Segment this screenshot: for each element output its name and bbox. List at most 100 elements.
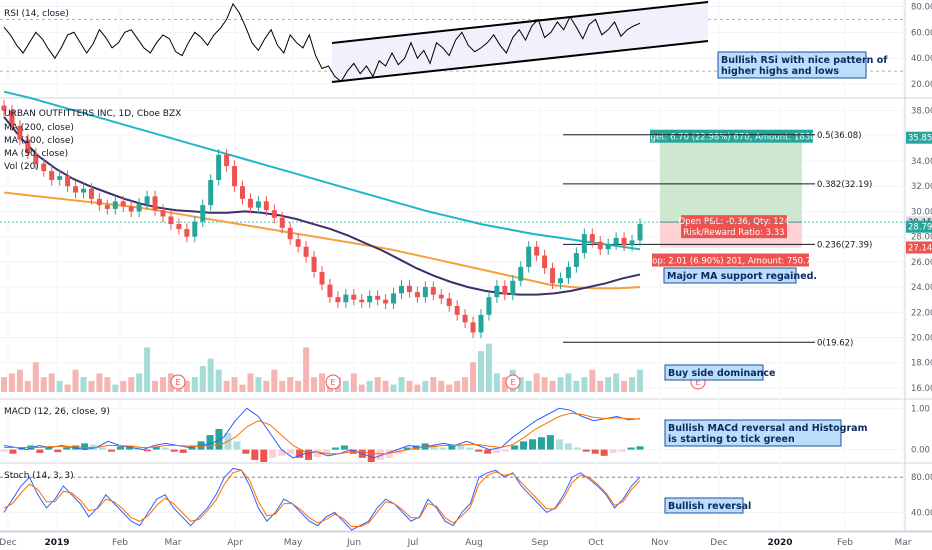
candle-body (351, 294, 357, 300)
volume-bar (231, 377, 238, 392)
x-tick-label: Jul (407, 538, 419, 548)
volume-bar (342, 380, 349, 392)
candle-body (589, 234, 595, 242)
macd-histogram-bar (331, 447, 339, 450)
volume-bar (128, 377, 135, 392)
macd-histogram-bar (564, 443, 572, 450)
macd-histogram-bar (493, 449, 501, 453)
volume-bar (438, 380, 445, 392)
macd-histogram-bar (600, 449, 608, 456)
candle-body (65, 176, 71, 187)
macd-histogram-bar (618, 449, 626, 452)
macd-histogram-bar (81, 443, 89, 450)
macd-line (3, 407, 641, 459)
volume-bar (88, 380, 95, 392)
volume-bar (8, 373, 15, 392)
y-tick-label: 20.00 (911, 80, 932, 90)
volume-bar (565, 373, 572, 392)
macd-histogram-bar (385, 449, 393, 458)
stoch-title: Stoch (14, 3, 3) (4, 471, 74, 481)
candle-body (271, 210, 277, 218)
volume-bar (112, 384, 119, 392)
macd-histogram-bar (367, 449, 375, 462)
macd-histogram-bar (376, 449, 384, 460)
stop-label-bg (652, 253, 809, 267)
macd-note-text: Bullish MACd reversal and Histogram (668, 423, 868, 434)
price-tag-label: 27.14 (908, 243, 932, 253)
volume-bar (525, 380, 532, 392)
candle-body (120, 201, 126, 207)
candle-body (33, 153, 39, 164)
x-tick-label: Nov (651, 538, 669, 548)
rsi-channel-upper (331, 1, 709, 44)
candle-body (247, 198, 253, 208)
macd-histogram-bar (278, 449, 286, 456)
volume-bar (374, 377, 381, 392)
candle-body (176, 224, 182, 230)
y-tick-label: 32.00 (911, 182, 932, 192)
x-tick-label: Dec (710, 538, 727, 548)
macd-histogram-bar (529, 439, 537, 450)
y-tick-label: 1.00 (911, 404, 930, 414)
volume-bar (358, 384, 365, 392)
candle-body (41, 163, 47, 172)
earnings-marker-label: E (510, 378, 515, 387)
y-tick-label: 22.00 (911, 308, 932, 318)
macd-histogram-bar (555, 439, 563, 450)
macd-histogram-bar (340, 445, 348, 450)
volume-bar (613, 373, 620, 392)
x-tick-label: Feb (112, 538, 128, 548)
candle-body (367, 295, 373, 303)
earnings-marker (325, 374, 341, 390)
macd-histogram-bar (170, 449, 178, 452)
candle-body (629, 240, 635, 246)
candle-body (200, 205, 206, 222)
volume-bar (144, 347, 151, 392)
macd-histogram-bar (636, 446, 644, 450)
candle-body (621, 237, 627, 246)
macd-histogram-bar (448, 444, 456, 450)
x-tick-label: Sep (532, 538, 549, 548)
candle-body (88, 188, 94, 199)
candle-body (542, 255, 548, 269)
macd-histogram-bar (466, 447, 474, 450)
candle-body (406, 285, 412, 293)
fib-label: 0.236(27.39) (817, 240, 872, 250)
candle-body (359, 299, 365, 303)
pnl-label-bg (681, 215, 787, 239)
ma-support-note-box (663, 267, 797, 284)
x-tick-label: Aug (465, 538, 483, 548)
macd-histogram-bar (0, 449, 8, 452)
macd-histogram-bar (627, 447, 635, 450)
volume-bar (446, 384, 453, 392)
macd-histogram-bar (457, 445, 465, 450)
macd-histogram-bar (403, 447, 411, 450)
candle-body (287, 227, 293, 240)
macd-histogram-bar (206, 435, 214, 450)
volume-bar (56, 380, 63, 392)
y-tick-label: 60.00 (911, 28, 932, 38)
y-tick-label: 40.00 (911, 54, 932, 64)
candle-body (73, 186, 79, 193)
candle-body (526, 246, 532, 267)
candle-body (534, 246, 540, 256)
candle-body (160, 210, 166, 217)
volume-bar (366, 380, 373, 392)
x-tick-label: Dec (0, 538, 17, 548)
macd-histogram-bar (242, 449, 250, 454)
volume-bar (239, 384, 246, 392)
stoch-note: Bullish reversal (664, 497, 751, 514)
candle-body (518, 266, 524, 281)
macd-histogram-bar (546, 435, 554, 450)
stop-label: Stop: 2.01 (6.90%) 201, Amount: 750.76 (643, 256, 816, 266)
macd-histogram-bar (152, 447, 160, 450)
candle-body (224, 154, 230, 167)
price-tag (906, 241, 932, 254)
pnl-label: Open P&L: -0.36, Qty: 124 (678, 217, 789, 227)
volume-bar (287, 377, 294, 392)
candle-body (295, 239, 301, 247)
candle-body (144, 196, 150, 204)
volume-bar (414, 384, 421, 392)
volume-bar (541, 377, 548, 392)
